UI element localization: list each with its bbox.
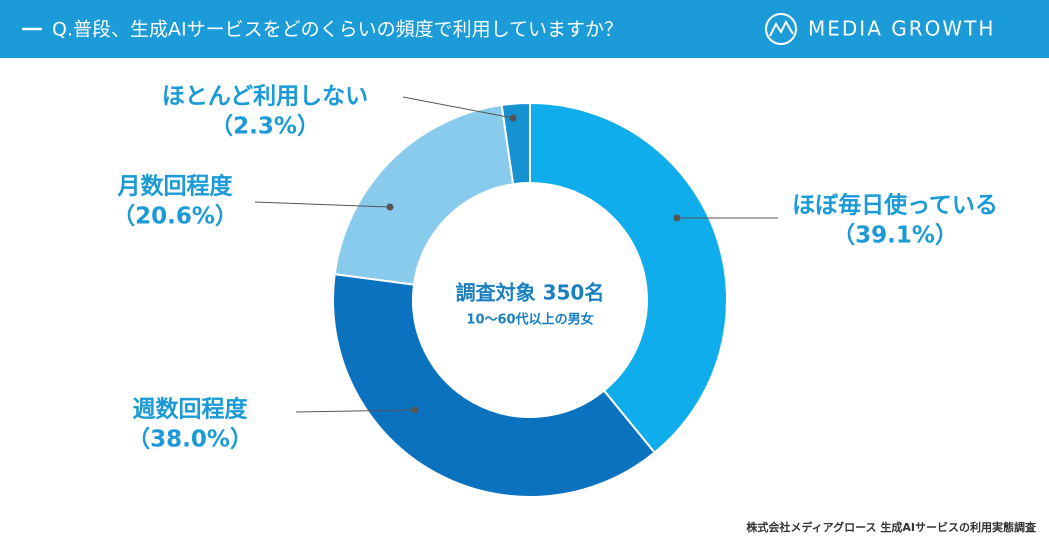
slice-value-label: （2.3%） — [210, 113, 320, 140]
logo-text: MEDIA GROWTH — [808, 17, 995, 41]
slice-label: ほぼ毎日使っている — [792, 193, 998, 219]
leader-line — [254, 201, 391, 208]
donut-slice — [332, 272, 657, 498]
slice-label: 月数回程度 — [117, 173, 234, 200]
leader-dot — [386, 203, 394, 211]
center-title: 調査対象 350名 — [456, 281, 605, 305]
leader-line — [402, 96, 514, 119]
leader-dot — [673, 214, 681, 222]
leader-dot — [411, 406, 419, 414]
slice-value-label: （39.1%） — [832, 222, 958, 249]
header-title: Q.普段、生成AIサービスをどのくらいの頻度で利用していますか？ — [52, 19, 623, 41]
donut-slice — [529, 101, 728, 454]
slice-label: ほとんど利用しない — [162, 84, 368, 110]
slice-value-label: （38.0%） — [127, 426, 253, 453]
logo-icon — [765, 13, 797, 45]
leader-dot — [509, 114, 517, 122]
donut-slice — [333, 103, 515, 286]
donut-slice — [500, 101, 531, 186]
slice-value-label: （20.6%） — [112, 203, 238, 230]
leader-line — [295, 409, 416, 413]
slice-label: 週数回程度 — [133, 396, 249, 423]
header-bar — [0, 0, 1049, 58]
center-subtitle: 10〜60代以上の男女 — [466, 312, 593, 328]
footer-source: 株式会社メディアグロース 生成AIサービスの利用実態調査 — [746, 520, 1036, 534]
